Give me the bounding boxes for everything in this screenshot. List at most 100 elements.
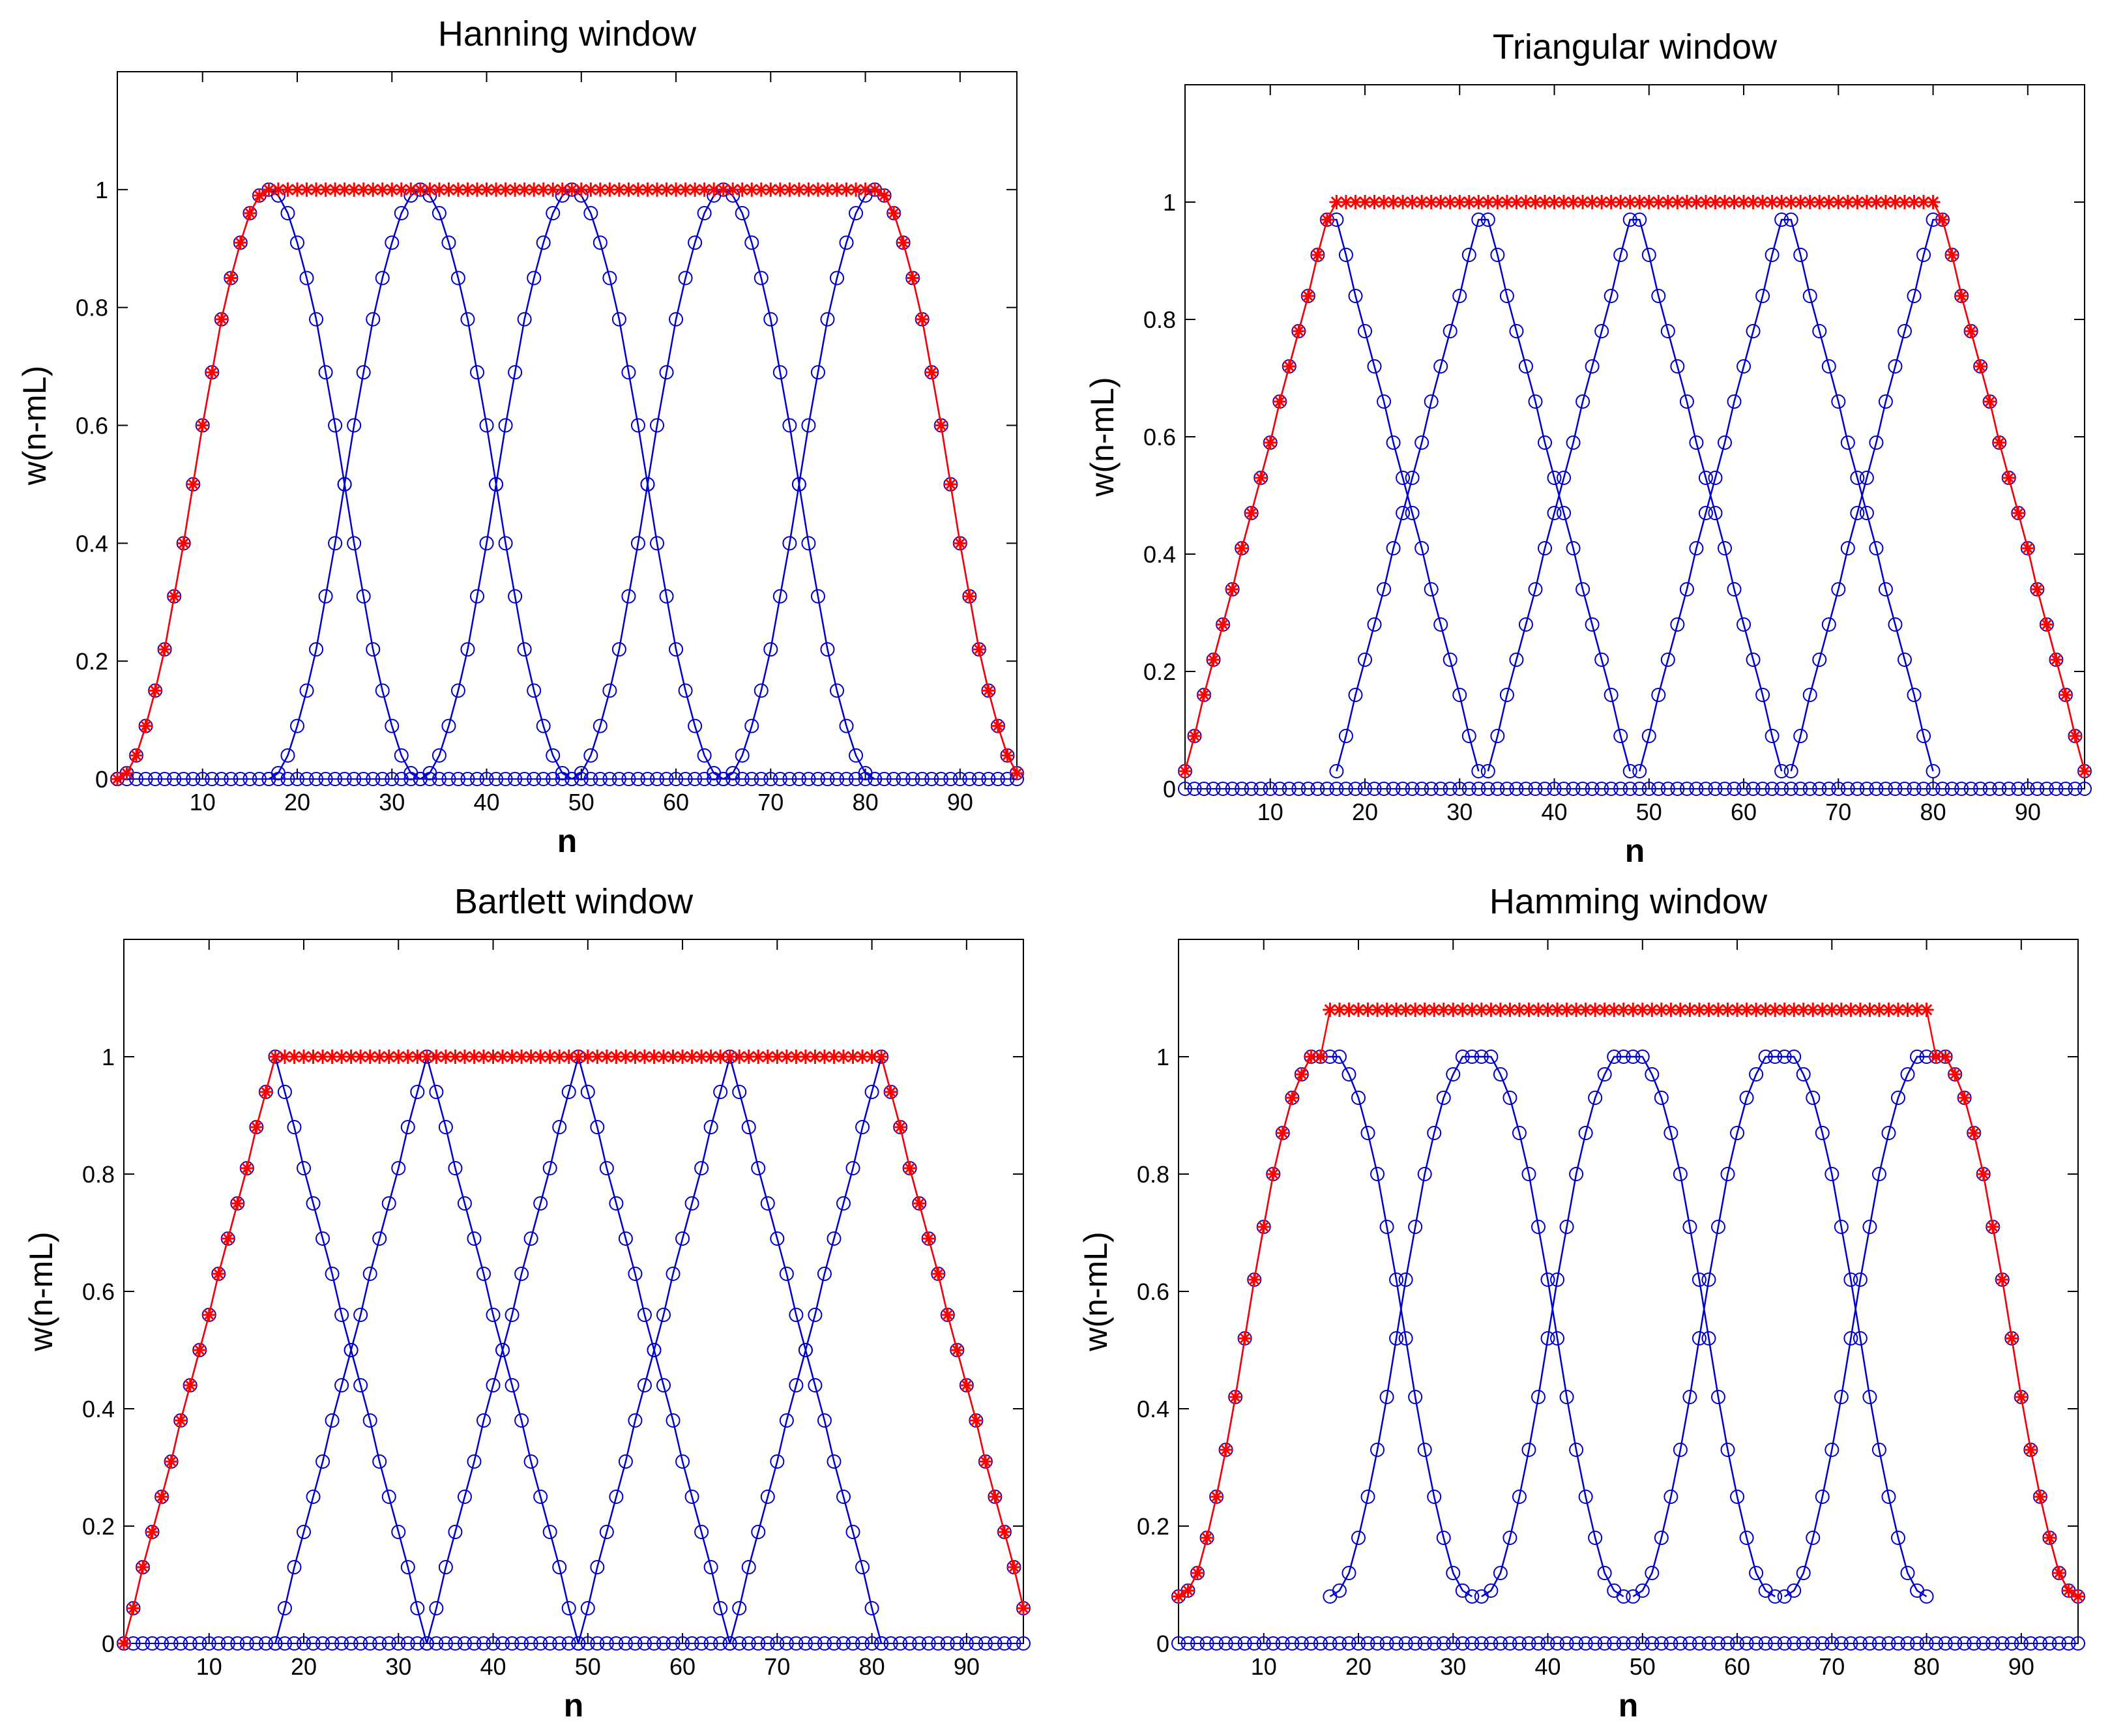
data-point-star: [1313, 1050, 1328, 1064]
data-point-star: [1502, 1003, 1517, 1017]
data-point-star: [1821, 195, 1836, 209]
data-point-star: [1982, 394, 1997, 409]
data-point: [337, 477, 352, 492]
zero-marker: [258, 1636, 273, 1651]
data-point: [505, 1308, 520, 1322]
data-point: [1682, 1220, 1697, 1234]
zero-marker: [1379, 1636, 1394, 1651]
data-point: [353, 1378, 368, 1392]
data-point-star: [1888, 195, 1903, 209]
data-point: [1812, 324, 1827, 338]
data-point: [385, 718, 400, 733]
x-tick-label: 50: [568, 789, 594, 816]
data-point-star: [514, 1050, 529, 1064]
data-point-star: [1604, 195, 1619, 209]
data-point-star: [309, 182, 324, 197]
zero-marker: [306, 1636, 321, 1651]
data-point-star: [495, 1050, 510, 1064]
zero-marker: [943, 772, 958, 786]
data-point: [1834, 1390, 1849, 1404]
zero-marker: [2011, 782, 2026, 796]
zero-marker: [183, 1636, 198, 1651]
data-point: [271, 765, 286, 780]
chart-svg-bartlett: Bartlett window 0 0.2 0.4 0.6 0.8 1 10 20 30 40 50 6…: [23, 882, 1031, 1724]
data-point-star: [167, 589, 182, 604]
plot-area: [117, 71, 1018, 780]
series-frame-4: [1632, 213, 1941, 778]
data-point-star: [1954, 289, 1969, 303]
data-point-star: [2020, 541, 2035, 555]
zero-marker: [1796, 1636, 1811, 1651]
series-frame-3: [1480, 213, 1789, 778]
zero-marker: [1708, 782, 1723, 796]
data-point-star: [1484, 1003, 1499, 1017]
data-point: [561, 1601, 576, 1615]
data-point: [650, 536, 664, 551]
data-point-star: [571, 1050, 586, 1064]
data-point-star: [486, 1050, 501, 1064]
data-point: [864, 1085, 879, 1099]
data-point: [1891, 1091, 1905, 1105]
data-point: [1888, 359, 1903, 374]
zero-marker: [1547, 782, 1562, 796]
zero-marker: [1859, 782, 1874, 796]
data-point: [1651, 688, 1666, 702]
data-point: [640, 477, 655, 492]
data-point: [1746, 653, 1761, 667]
data-point-star: [2032, 1490, 2047, 1504]
data-point-star: [138, 718, 153, 733]
data-point: [688, 235, 703, 250]
data-point: [1370, 1167, 1385, 1181]
data-point: [1739, 1091, 1754, 1105]
data-point-star: [419, 1050, 434, 1064]
data-point: [713, 1085, 728, 1099]
data-point-star: [741, 1050, 756, 1064]
data-point-star: [1948, 1067, 1963, 1081]
data-point-star: [148, 683, 163, 698]
panel-hamming: Hamming window 0 0.2 0.4 0.6 0.8 1 10 20 30 40 50 60…: [1055, 868, 2110, 1736]
data-point: [542, 1525, 557, 1539]
zero-marker: [609, 1636, 624, 1651]
zero-marker: [1948, 1636, 1963, 1651]
y-tick-label: 1: [95, 177, 108, 203]
data-point: [1538, 435, 1552, 450]
data-point: [1604, 688, 1619, 702]
zero-marker: [1187, 782, 1202, 796]
zero-marker: [1578, 1636, 1593, 1651]
data-point-star: [1569, 1003, 1584, 1017]
series-line: [1481, 1055, 1776, 1598]
data-point-star: [1360, 1003, 1375, 1017]
zero-marker: [1518, 782, 1533, 796]
data-point-star: [1701, 1003, 1716, 1017]
data-point: [1815, 1126, 1830, 1140]
data-point: [486, 1308, 501, 1322]
zero-marker: [1843, 1636, 1858, 1651]
data-point-star: [1228, 1390, 1243, 1404]
zero-marker: [1455, 1636, 1470, 1651]
data-point: [1367, 617, 1382, 632]
chart-title: Hanning window: [438, 14, 697, 53]
data-point-star: [874, 1050, 889, 1064]
zero-marker: [1405, 782, 1420, 796]
data-point: [1424, 394, 1439, 409]
zero-marker: [1329, 782, 1344, 796]
zero-marker: [372, 1636, 387, 1651]
data-point-star: [772, 182, 787, 197]
zero-marker: [1338, 782, 1353, 796]
data-point-star: [1853, 1003, 1868, 1017]
data-point-star: [1900, 1003, 1915, 1017]
zero-marker: [1746, 782, 1761, 796]
data-point: [552, 1120, 567, 1134]
chart-svg-hamming: Hamming window 0 0.2 0.4 0.6 0.8 1 10 20 30 40 50 60…: [1077, 882, 2085, 1724]
zero-marker: [1474, 1636, 1489, 1651]
data-point-star: [675, 1050, 690, 1064]
data-point: [552, 1560, 567, 1574]
zero-marker: [1499, 782, 1514, 796]
zero-marker: [1869, 782, 1884, 796]
zero-marker: [1831, 782, 1846, 796]
zero-marker: [1938, 1636, 1953, 1651]
data-point-star: [126, 1601, 141, 1615]
data-point: [1821, 359, 1836, 374]
data-point: [593, 235, 608, 250]
data-point-star: [173, 1413, 188, 1428]
